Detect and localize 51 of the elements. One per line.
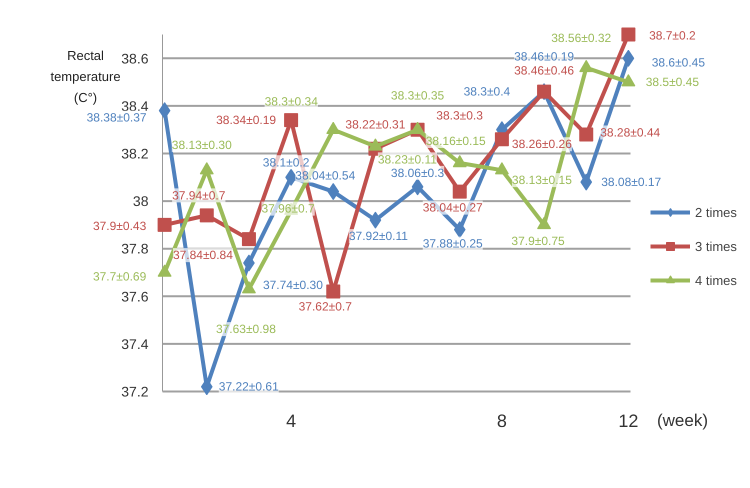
data-label: 38.3±0.3 (436, 108, 484, 123)
data-label: 38.04±0.54 (295, 168, 356, 183)
data-label: 37.92±0.11 (348, 229, 408, 244)
legend-label: 3 times (695, 238, 737, 254)
data-label: 38.16±0.15 (426, 134, 486, 148)
data-label: 38.26±0.26 (512, 137, 572, 152)
data-label: 38.13±0.15 (512, 173, 572, 188)
data-label: 38.56±0.32 (551, 30, 612, 45)
data-label: 38.34±0.19 (216, 113, 276, 128)
data-label: 38.7±0.2 (649, 28, 696, 42)
data-label: 38.5±0.45 (646, 75, 700, 90)
data-label: 38.46±0.19 (514, 50, 574, 64)
data-label: 38.13±0.30 (172, 138, 232, 152)
data-label: 38.1±0.2 (262, 155, 310, 170)
data-label: 38.23±0.11 (378, 152, 438, 166)
data-label: 37.63±0.98 (216, 322, 276, 336)
data-label: 38.3±0.35 (390, 88, 445, 103)
y-tick-label: 37.4 (121, 336, 149, 352)
data-label: 37.9±0.75 (511, 234, 566, 248)
data-label: 37.88±0.25 (422, 236, 484, 251)
y-axis-title: Rectal temperature (C°) (50, 48, 121, 105)
y-tick-label: 37.2 (121, 384, 149, 400)
legend-label: 4 times (695, 272, 737, 288)
data-label: 37.96±0.7 (261, 202, 316, 216)
y-tick-label: 38.2 (121, 146, 149, 162)
data-label: 37.94±0.7 (172, 188, 226, 202)
data-label: 37.9±0.43 (92, 218, 147, 233)
data-label: 38.3±0.34 (264, 94, 318, 109)
data-label: 37.62±0.7 (298, 300, 352, 314)
data-label: 38.22±0.31 (345, 118, 406, 132)
data-label: 38.08±0.17 (601, 175, 662, 190)
data-label: 37.84±0.84 (172, 248, 234, 262)
data-label: 38.28±0.44 (600, 125, 661, 140)
legend-label: 2 times (695, 204, 737, 220)
x-tick-label: 8 (496, 411, 507, 431)
data-label: 37.74±0.30 (262, 278, 324, 292)
x-tick-label: 4 (286, 411, 296, 431)
y-tick-label: 38 (132, 193, 149, 210)
data-label: 38.06±0.3 (390, 166, 445, 180)
y-tick-label: 37.8 (121, 240, 149, 257)
data-label: 38.6±0.45 (652, 55, 706, 70)
data-label: 38.38±0.37 (86, 110, 147, 125)
data-label: 38.04±0.27 (422, 200, 484, 215)
y-tick-label: 38.6 (121, 50, 149, 66)
data-label: 37.7±0.69 (92, 270, 147, 284)
y-tick-label: 37.6 (121, 288, 149, 304)
x-axis-title: (week) (656, 411, 708, 430)
x-tick-label: 12 (618, 411, 638, 431)
data-label: 37.22±0.61 (218, 380, 280, 394)
data-label: 38.3±0.4 (464, 84, 511, 99)
data-label: 38.46±0.46 (514, 64, 574, 78)
